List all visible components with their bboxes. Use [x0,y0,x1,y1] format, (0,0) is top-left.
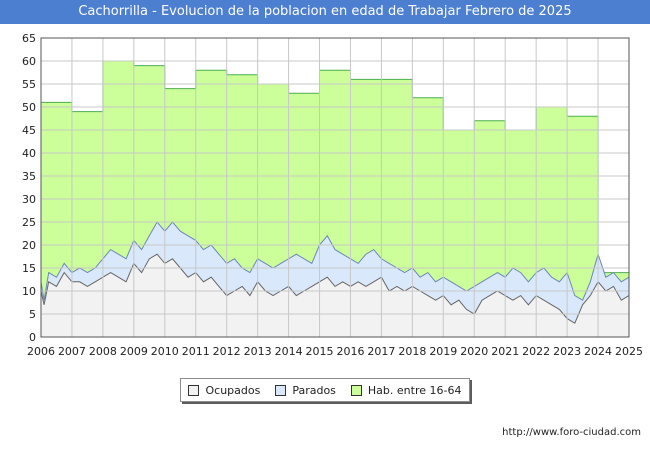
title-bar [0,0,650,24]
y-tick-label: 15 [22,262,36,275]
x-tick-label: 2019 [429,345,457,358]
y-tick-label: 0 [29,331,36,344]
x-tick-label: 2024 [584,345,612,358]
x-tick-label: 2023 [553,345,581,358]
x-tick-label: 2021 [491,345,519,358]
legend-swatch-habitantes [350,384,362,396]
chart-title: Cachorrilla - Evolucion de la poblacion … [78,4,572,19]
legend-item-ocupados: Ocupados [188,384,260,397]
y-tick-label: 60 [22,55,36,68]
series-ocupados-line [40,253,630,324]
x-tick-label: 2013 [244,345,272,358]
y-tick-label: 30 [22,193,36,206]
x-tick-label: 2020 [460,345,488,358]
x-tick-label: 2015 [306,345,334,358]
x-tick-label: 2009 [120,345,148,358]
legend-label-habitantes: Hab. entre 16-64 [367,383,462,397]
legend-label-ocupados: Ocupados [205,383,261,397]
x-tick-label: 2008 [89,345,117,358]
footer-url[interactable]: http://www.foro-ciudad.com [502,427,641,438]
x-tick-label: 2017 [367,345,395,358]
x-tick-label: 2022 [522,345,550,358]
x-tick-label: 2014 [275,345,303,358]
x-tick-label: 2011 [182,345,210,358]
legend-label-parados: Parados [292,383,336,397]
legend-item-parados: Parados [275,384,336,397]
x-tick-label: 2016 [336,345,364,358]
legend-item-habitantes: Hab. entre 16-64 [350,383,462,397]
legend-swatch-parados [275,384,287,396]
x-tick-label: 2018 [398,345,426,358]
y-tick-label: 35 [22,170,36,183]
series-ocupados-area [41,254,629,337]
plot-frame [40,37,630,338]
y-tick-label: 45 [22,124,36,137]
y-tick-label: 5 [29,308,36,321]
x-tick-label: 2006 [27,345,55,358]
legend: Ocupados Parados Hab. entre 16-64 [180,378,470,402]
y-tick-label: 10 [22,285,36,298]
y-tick-label: 20 [22,239,36,252]
x-tick-label: 2010 [151,345,179,358]
y-tick-label: 25 [22,216,36,229]
x-tick-label: 2012 [213,345,241,358]
y-tick-label: 40 [22,147,36,160]
x-tick-label: 2025 [615,345,643,358]
x-tick-label: 2007 [58,345,86,358]
y-tick-label: 65 [22,32,36,45]
y-tick-label: 55 [22,78,36,91]
series-parados-line [40,221,630,301]
y-tick-label: 50 [22,101,36,114]
legend-swatch-ocupados [188,384,200,396]
